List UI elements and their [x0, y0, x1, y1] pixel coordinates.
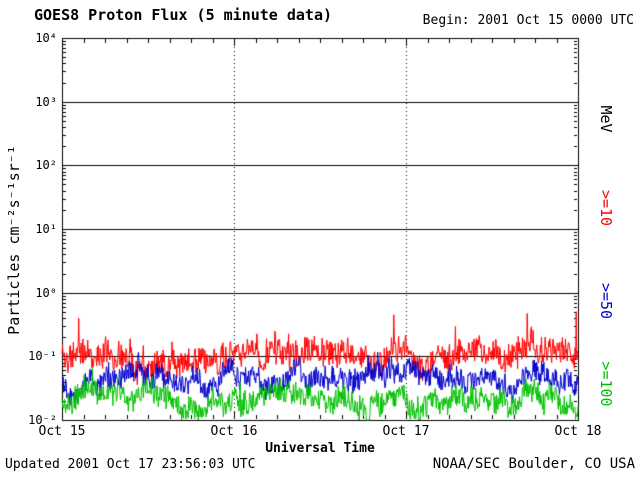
credit-label: NOAA/SEC Boulder, CO USA [432, 456, 635, 472]
x-tick-label: Oct 18 [554, 424, 602, 439]
y-tick-label: 10³ [35, 94, 57, 109]
series-label-ge100: >=100 [597, 361, 615, 407]
x-tick-label: Oct 16 [210, 424, 258, 439]
series-label-ge50: >=50 [597, 282, 615, 320]
right-axis-unit-label: MeV [597, 105, 615, 133]
y-tick-label: 10⁰ [35, 285, 57, 300]
x-tick-label: Oct 15 [38, 424, 86, 439]
begin-timestamp: Begin: 2001 Oct 15 0000 UTC [422, 13, 634, 28]
chart-title: GOES8 Proton Flux (5 minute data) [34, 6, 333, 24]
y-tick-label: 10⁴ [35, 31, 57, 45]
series-label-ge10: >=10 [597, 189, 615, 227]
updated-timestamp: Updated 2001 Oct 17 23:56:03 UTC [5, 457, 256, 472]
y-tick-label: 10² [35, 158, 57, 173]
y-tick-label: 10⁻¹ [28, 349, 57, 364]
y-axis-label: Particles cm⁻²s⁻¹sr⁻¹ [5, 145, 23, 335]
x-tick-label: Oct 17 [382, 424, 430, 439]
y-tick-label: 10¹ [35, 222, 57, 236]
x-axis-label: Universal Time [265, 441, 375, 456]
y-tick-label: 10⁻² [28, 413, 57, 427]
